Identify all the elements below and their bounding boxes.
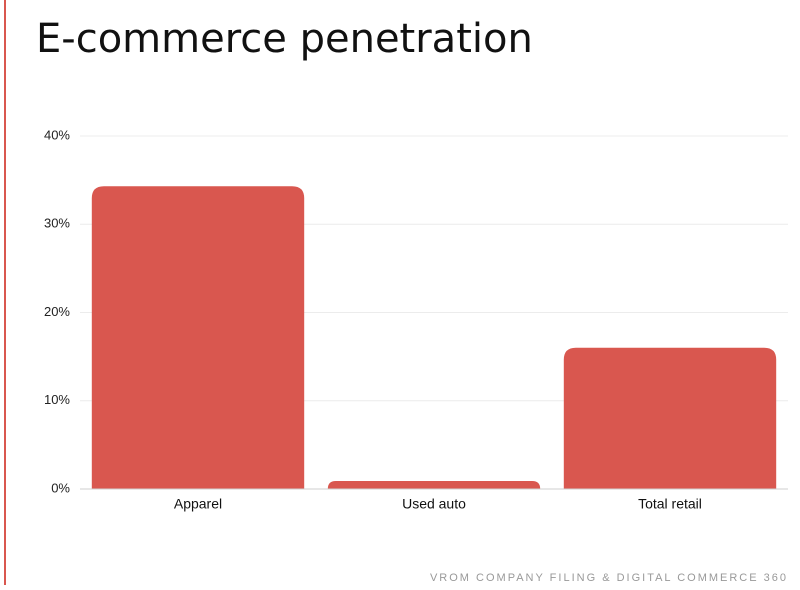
y-tick-label: 30% [44,216,70,231]
chart-title: E-commerce penetration [36,16,533,62]
y-tick-label: 20% [44,304,70,319]
x-tick-label: Apparel [174,496,222,512]
accent-bar [4,0,6,585]
x-tick-label: Used auto [402,496,466,512]
y-tick-label: 0% [51,480,70,495]
bar [91,186,305,490]
y-tick-label: 10% [44,392,70,407]
x-tick-label: Total retail [638,496,702,512]
bar [563,347,777,489]
bar [327,481,541,489]
source-note: VROM COMPANY FILING & DIGITAL COMMERCE 3… [430,572,788,584]
y-tick-label: 40% [44,127,70,142]
